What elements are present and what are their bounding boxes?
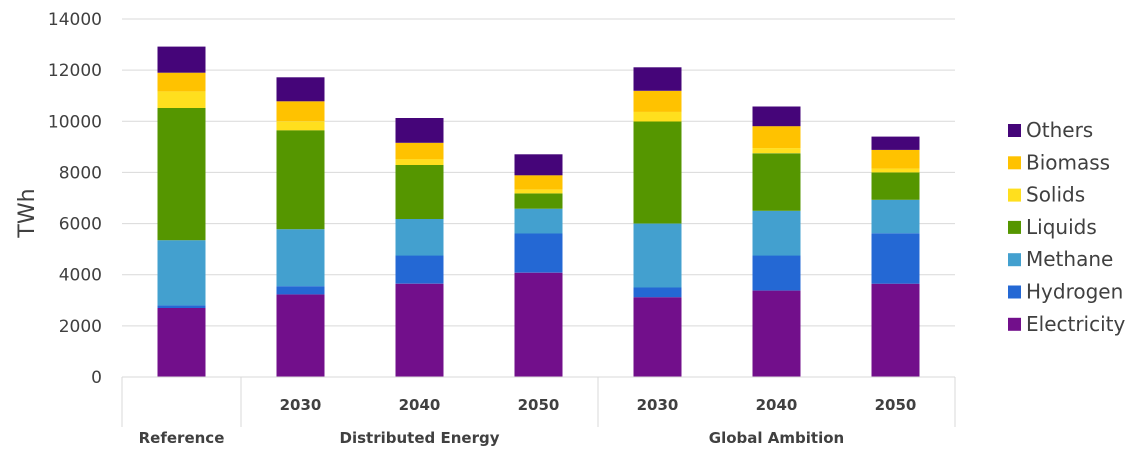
x-tick-label: 2040 [756, 396, 798, 414]
x-tick-label: 2050 [875, 396, 917, 414]
legend-label: Biomass [1026, 150, 1110, 174]
bar-segment-methane [633, 223, 682, 288]
x-tick-label: 2040 [399, 396, 441, 414]
bar-segment-electricity [514, 272, 563, 377]
y-axis-ticks: 0 2000 4000 6000 8000 10000 12000 14000 [48, 10, 102, 388]
x-tick-label: 2030 [637, 396, 679, 414]
legend-label: Methane [1026, 247, 1113, 271]
x-tick-label: 2050 [518, 396, 560, 414]
bar-segment-methane [871, 199, 920, 234]
y-tick-label: 10000 [48, 112, 102, 132]
x-axis: 2030 2040 2050 2030 2040 2050 Reference Distrib… [121, 376, 956, 447]
bar-segment-hydrogen [276, 286, 325, 295]
bar-segment-others [395, 118, 444, 143]
legend-swatch [1008, 124, 1021, 137]
legend-label: Hydrogen [1026, 280, 1123, 304]
x-group-label: Reference [139, 429, 225, 447]
bar-segment-solids [752, 148, 801, 154]
legend-label: Others [1026, 118, 1093, 142]
bar-segment-liquids [395, 165, 444, 219]
bar-segment-liquids [514, 193, 563, 209]
bar-segment-methane [157, 240, 206, 306]
y-tick-label: 0 [91, 368, 102, 388]
y-tick-label: 2000 [59, 317, 102, 337]
bar-segment-liquids [157, 108, 206, 241]
legend-swatch [1008, 220, 1021, 234]
y-tick-label: 6000 [59, 215, 102, 235]
legend-label: Electricity [1026, 312, 1126, 336]
bar-segment-electricity [395, 283, 444, 377]
legend-swatch [1008, 156, 1021, 170]
bar-segment-hydrogen [514, 233, 563, 273]
bar-segment-others [514, 154, 563, 176]
bar-segment-liquids [633, 121, 682, 224]
bar-segment-hydrogen [752, 255, 801, 291]
legend: Others Biomass Solids Liquids Methane Hydroge… [1008, 118, 1126, 336]
bar-segment-solids [395, 159, 444, 165]
y-tick-label: 12000 [48, 61, 102, 81]
bar-segment-others [871, 136, 920, 150]
bar-segment-solids [276, 121, 325, 131]
y-tick-label: 8000 [59, 163, 102, 183]
bar-segment-others [752, 106, 801, 127]
legend-label: Solids [1026, 183, 1085, 207]
bar-segment-liquids [752, 153, 801, 211]
bar-segment-others [633, 67, 682, 91]
bar-segment-biomass [157, 72, 206, 92]
legend-label: Liquids [1026, 215, 1097, 239]
bar-segment-electricity [752, 290, 801, 377]
legend-swatch [1008, 188, 1021, 202]
legend-swatch [1008, 317, 1021, 331]
bar-segment-methane [514, 208, 563, 234]
x-group-label: Global Ambition [709, 429, 844, 447]
bar-segment-biomass [752, 126, 801, 149]
bar-segment-biomass [633, 90, 682, 112]
bar-segment-liquids [276, 130, 325, 230]
bar-segment-methane [395, 219, 444, 256]
x-group-label: Distributed Energy [340, 429, 500, 447]
bar-segment-hydrogen [157, 305, 206, 308]
bar-segment-liquids [871, 172, 920, 200]
bar-segment-biomass [276, 101, 325, 122]
bar-segment-biomass [395, 142, 444, 160]
bar-segment-methane [752, 210, 801, 256]
y-tick-label: 4000 [59, 266, 102, 286]
bar-segment-electricity [871, 283, 920, 377]
bar-segment-solids [514, 189, 563, 194]
bar-segment-biomass [514, 175, 563, 190]
bar-segment-solids [157, 91, 206, 108]
bar-segment-others [276, 77, 325, 102]
bar-segment-electricity [276, 294, 325, 377]
y-tick-label: 14000 [48, 10, 102, 30]
bar-segment-hydrogen [633, 287, 682, 298]
bar-segment-methane [276, 229, 325, 287]
x-tick-label: 2030 [280, 396, 322, 414]
bar-segment-hydrogen [395, 255, 444, 284]
legend-swatch [1008, 253, 1021, 267]
bar-segment-solids [633, 111, 682, 122]
bar-segment-electricity [633, 297, 682, 377]
bar-segment-electricity [157, 308, 206, 377]
bar-segment-solids [871, 168, 920, 173]
bar-segment-others [157, 46, 206, 73]
legend-swatch [1008, 285, 1021, 299]
bar-segment-hydrogen [871, 233, 920, 284]
y-axis-label: TWh [15, 188, 40, 238]
bars [157, 46, 920, 377]
bar-segment-biomass [871, 149, 920, 169]
